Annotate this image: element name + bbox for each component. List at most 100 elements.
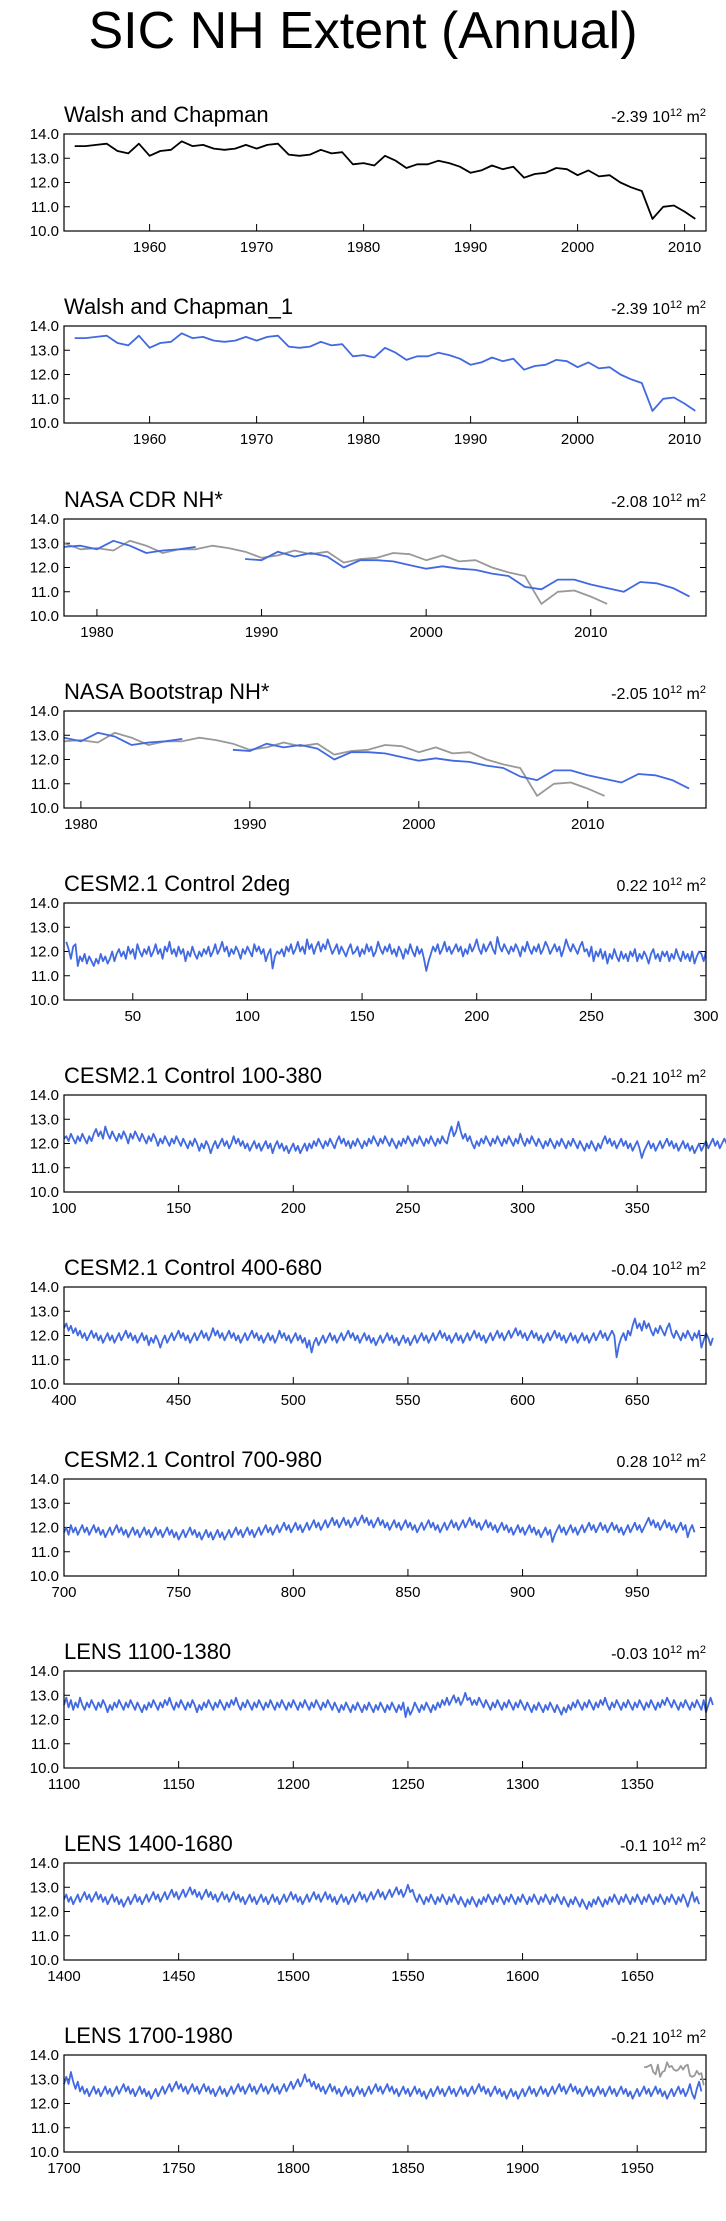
x-tick-label: 600 — [510, 1392, 535, 1409]
trend-trend-unit-exp: 12 — [670, 1068, 682, 1080]
trend-trend-unit-suffix: m — [682, 109, 700, 126]
panel-title: NASA Bootstrap NH* — [64, 679, 270, 704]
trend-trend-unit-sup: 2 — [700, 299, 706, 311]
x-tick-label: 2010 — [571, 816, 604, 833]
y-tick-label: 14.0 — [30, 318, 59, 335]
x-tick-label: 1250 — [391, 1776, 424, 1793]
trend-trend-unit-suffix: m — [682, 2030, 700, 2047]
page-title: SIC NH Extent (Annual) — [88, 2, 638, 60]
trend-trend-value: 0.28 10 — [616, 1454, 669, 1471]
y-tick-label: 11.0 — [31, 391, 59, 408]
series-line-0 — [74, 332, 696, 412]
series-line-1 — [63, 731, 690, 790]
y-tick-label: 14.0 — [30, 1471, 59, 1488]
x-tick-label: 1750 — [162, 2160, 195, 2177]
y-tick-label: 10.0 — [30, 1568, 59, 1585]
panel-10: LENS 1700-1980 -0.21 1012 m2 10.0 11.0 12.0 1… — [30, 2023, 707, 2177]
trend-trend-value: -2.39 10 — [611, 301, 670, 318]
trend-trend-value: -2.39 10 — [611, 109, 670, 126]
panel-9: LENS 1400-1680 -0.1 1012 m2 10.0 11.0 12.0 13… — [30, 1831, 707, 1985]
x-tick-label: 1700 — [47, 2160, 80, 2177]
y-tick-label: 14.0 — [30, 703, 59, 720]
trend-trend-unit-suffix: m — [682, 1070, 700, 1087]
trend-trend-unit-exp: 12 — [670, 1644, 682, 1656]
trend-trend-unit-sup: 2 — [700, 107, 706, 119]
y-tick-label: 12.0 — [30, 944, 59, 961]
trend-label: -2.05 1012 m2 — [611, 684, 706, 703]
panel-title: CESM2.1 Control 2deg — [64, 871, 290, 896]
x-tick-label: 900 — [510, 1584, 535, 1601]
x-tick-label: 1600 — [506, 1968, 539, 1985]
trend-trend-unit-suffix: m — [682, 1262, 700, 1279]
y-tick-label: 13.0 — [30, 1879, 59, 1896]
trend-trend-unit-sup: 2 — [700, 684, 706, 696]
trend-label: 0.22 1012 m2 — [616, 876, 706, 895]
y-tick-label: 11.0 — [31, 584, 59, 601]
trend-trend-unit-exp: 12 — [670, 1452, 682, 1464]
y-tick-label: 14.0 — [30, 1855, 59, 1872]
x-tick-label: 350 — [625, 1200, 650, 1217]
trend-label: -0.1 1012 m2 — [620, 1836, 706, 1855]
series-line-0 — [63, 1514, 696, 1543]
y-tick-label: 12.0 — [30, 367, 59, 384]
x-tick-label: 800 — [281, 1584, 306, 1601]
trend-trend-unit-exp: 12 — [670, 1836, 682, 1848]
x-tick-label: 650 — [625, 1392, 650, 1409]
x-tick-label: 1100 — [48, 1776, 80, 1793]
trend-trend-unit-exp: 12 — [670, 876, 682, 888]
trend-trend-value: 0.22 10 — [616, 878, 669, 895]
y-tick-label: 10.0 — [30, 415, 59, 432]
y-tick-label: 11.0 — [31, 968, 59, 985]
trend-label: -2.39 1012 m2 — [611, 299, 706, 318]
x-tick-label: 2010 — [668, 431, 701, 448]
trend-label: -0.21 1012 m2 — [611, 2028, 706, 2047]
x-tick-label: 400 — [51, 1392, 76, 1409]
y-tick-label: 11.0 — [31, 1160, 59, 1177]
x-tick-label: 950 — [625, 1584, 650, 1601]
x-tick-label: 1980 — [80, 624, 113, 641]
y-tick-label: 13.0 — [30, 1495, 59, 1512]
y-tick-label: 11.0 — [31, 1352, 59, 1369]
panel-1: Walsh and Chapman_1 -2.39 1012 m2 10.0 11.0… — [30, 294, 707, 448]
plot-frame — [63, 1286, 707, 1385]
x-tick-label: 2010 — [574, 624, 607, 641]
x-tick-label: 2000 — [409, 624, 442, 641]
trend-trend-unit-sup: 2 — [700, 1260, 706, 1272]
y-tick-label: 14.0 — [30, 1087, 59, 1104]
y-tick-label: 11.0 — [31, 1928, 59, 1945]
trend-trend-unit-suffix: m — [682, 878, 700, 895]
y-tick-label: 12.0 — [30, 1136, 59, 1153]
plot-frame — [63, 710, 707, 809]
y-tick-label: 12.0 — [30, 1520, 59, 1537]
x-tick-label: 300 — [693, 1008, 718, 1025]
trend-trend-unit-sup: 2 — [700, 492, 706, 504]
panel-title: NASA CDR NH* — [64, 487, 223, 512]
panel-title: LENS 1100-1380 — [64, 1639, 231, 1664]
x-tick-label: 1800 — [277, 2160, 310, 2177]
x-tick-label: 1500 — [277, 1968, 310, 1985]
y-tick-label: 11.0 — [31, 199, 59, 216]
x-tick-label: 200 — [281, 1200, 306, 1217]
trend-trend-value: -0.21 10 — [611, 1070, 670, 1087]
x-tick-label: 200 — [464, 1008, 489, 1025]
y-tick-label: 12.0 — [30, 560, 59, 577]
y-tick-label: 12.0 — [30, 752, 59, 769]
trend-trend-unit-exp: 12 — [670, 1260, 682, 1272]
panel-8: LENS 1100-1380 -0.03 1012 m2 10.0 11.0 12.0 1… — [30, 1639, 714, 1793]
plot-frame — [63, 133, 707, 232]
y-tick-label: 12.0 — [30, 1328, 59, 1345]
x-tick-label: 300 — [510, 1200, 535, 1217]
series-line-0 — [65, 936, 707, 972]
y-tick-label: 11.0 — [31, 1736, 59, 1753]
x-tick-label: 1980 — [347, 239, 380, 256]
trend-trend-unit-sup: 2 — [700, 1452, 706, 1464]
x-tick-label: 100 — [51, 1200, 76, 1217]
trend-trend-unit-exp: 12 — [670, 684, 682, 696]
trend-trend-unit-sup: 2 — [700, 2028, 706, 2040]
x-tick-label: 1980 — [347, 431, 380, 448]
panel-title: Walsh and Chapman — [64, 102, 269, 127]
x-tick-label: 1990 — [245, 624, 278, 641]
trend-label: -0.04 1012 m2 — [611, 1260, 706, 1279]
x-tick-label: 250 — [395, 1200, 420, 1217]
